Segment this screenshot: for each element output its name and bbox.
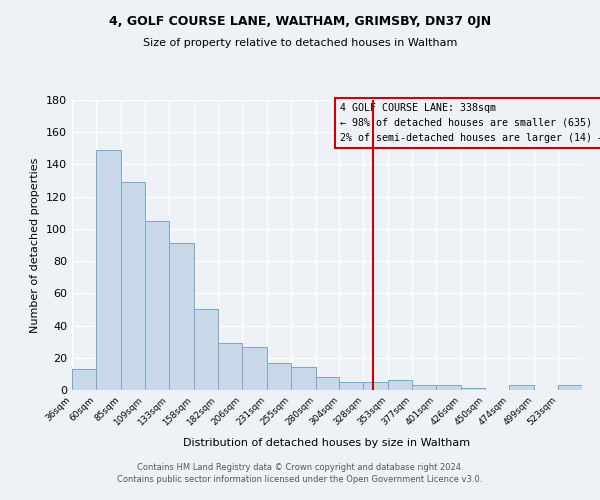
Bar	[290, 368, 316, 390]
Bar	[412, 385, 436, 390]
Bar	[96, 150, 121, 390]
Bar	[388, 380, 412, 390]
Bar	[388, 380, 412, 390]
Bar	[96, 150, 121, 390]
Bar	[340, 382, 364, 390]
Bar	[364, 382, 388, 390]
Bar	[218, 344, 242, 390]
Text: Contains HM Land Registry data © Crown copyright and database right 2024.: Contains HM Land Registry data © Crown c…	[137, 464, 463, 472]
Bar	[509, 385, 534, 390]
Bar	[364, 382, 388, 390]
Bar	[121, 182, 145, 390]
Text: Size of property relative to detached houses in Waltham: Size of property relative to detached ho…	[143, 38, 457, 48]
Bar	[169, 244, 194, 390]
Text: Contains public sector information licensed under the Open Government Licence v3: Contains public sector information licen…	[118, 475, 482, 484]
Text: 4 GOLF COURSE LANE: 338sqm
← 98% of detached houses are smaller (635)
2% of semi: 4 GOLF COURSE LANE: 338sqm ← 98% of deta…	[340, 103, 600, 142]
Bar	[461, 388, 485, 390]
Bar	[266, 362, 290, 390]
Bar	[242, 346, 266, 390]
Y-axis label: Number of detached properties: Number of detached properties	[31, 158, 40, 332]
Bar	[266, 362, 290, 390]
Bar	[72, 369, 96, 390]
Bar	[461, 388, 485, 390]
Bar	[290, 368, 316, 390]
Bar	[316, 377, 340, 390]
Bar	[194, 310, 218, 390]
X-axis label: Distribution of detached houses by size in Waltham: Distribution of detached houses by size …	[184, 438, 470, 448]
Bar	[121, 182, 145, 390]
Bar	[436, 385, 461, 390]
Bar	[436, 385, 461, 390]
Bar	[509, 385, 534, 390]
Bar	[558, 385, 582, 390]
Bar	[558, 385, 582, 390]
Bar	[218, 344, 242, 390]
Text: 4, GOLF COURSE LANE, WALTHAM, GRIMSBY, DN37 0JN: 4, GOLF COURSE LANE, WALTHAM, GRIMSBY, D…	[109, 15, 491, 28]
Bar	[412, 385, 436, 390]
Bar	[194, 310, 218, 390]
Bar	[72, 369, 96, 390]
Bar	[316, 377, 340, 390]
Bar	[340, 382, 364, 390]
Bar	[145, 221, 169, 390]
Bar	[169, 244, 194, 390]
Bar	[242, 346, 266, 390]
Bar	[145, 221, 169, 390]
